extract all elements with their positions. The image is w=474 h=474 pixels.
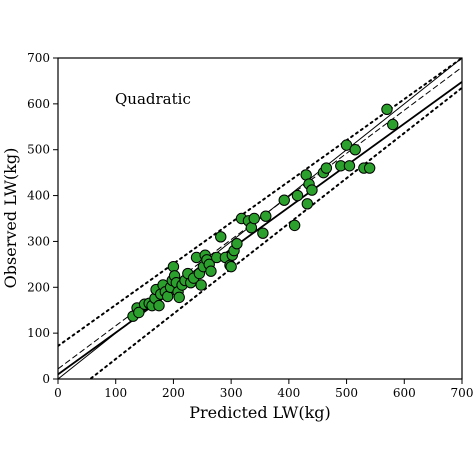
data-point (225, 260, 237, 273)
data-points (127, 103, 399, 322)
y-axis: 0 100 200 300 400 500 600 700 (27, 51, 58, 386)
y-tick-label: 100 (27, 326, 50, 340)
x-tick-label: 300 (220, 386, 243, 400)
plot-frame (57, 57, 463, 380)
data-point (320, 162, 333, 174)
x-axis-title: Predicted LW(kg) (189, 403, 331, 422)
y-tick-label: 500 (27, 143, 50, 157)
x-tick-label: 700 (451, 386, 474, 400)
data-point (248, 212, 260, 225)
data-point (349, 144, 361, 156)
data-point (215, 231, 227, 243)
data-point (301, 198, 314, 210)
reference-line-dotted-3 (88, 86, 462, 379)
x-tick-label: 500 (335, 386, 358, 400)
y-tick-label: 0 (42, 372, 50, 386)
y-tick-label: 600 (27, 97, 50, 111)
x-tick-label: 400 (277, 386, 300, 400)
y-tick-label: 700 (27, 51, 50, 65)
data-point (257, 227, 269, 239)
y-tick-label: 200 (27, 280, 50, 294)
y-tick-label: 400 (27, 189, 50, 203)
data-point (195, 279, 207, 291)
data-point (340, 139, 353, 151)
reference-lines (58, 58, 462, 379)
y-tick-label: 300 (27, 234, 50, 248)
data-point (133, 306, 145, 319)
data-point (387, 118, 399, 131)
data-point (306, 184, 318, 196)
chart-annotation: Quadratic (115, 90, 191, 108)
reference-line-dotted-2 (58, 58, 462, 347)
data-point (363, 162, 376, 174)
y-axis-title: Observed LW(kg) (1, 148, 20, 289)
data-point (381, 103, 393, 116)
data-point (291, 189, 304, 202)
data-point (173, 291, 185, 304)
data-point (278, 194, 290, 206)
data-point (288, 219, 301, 232)
data-point (343, 160, 356, 172)
x-tick-label: 600 (393, 386, 416, 400)
x-tick-label: 100 (104, 386, 127, 400)
x-axis: 0 100 200 300 400 500 600 700 (54, 379, 473, 400)
data-point (153, 299, 165, 312)
data-point (205, 265, 217, 277)
reference-line-solid-thin-4 (58, 58, 462, 379)
x-tick-label: 200 (162, 386, 185, 400)
data-point (231, 238, 243, 250)
x-tick-label: 0 (54, 386, 62, 400)
data-point (260, 210, 272, 222)
